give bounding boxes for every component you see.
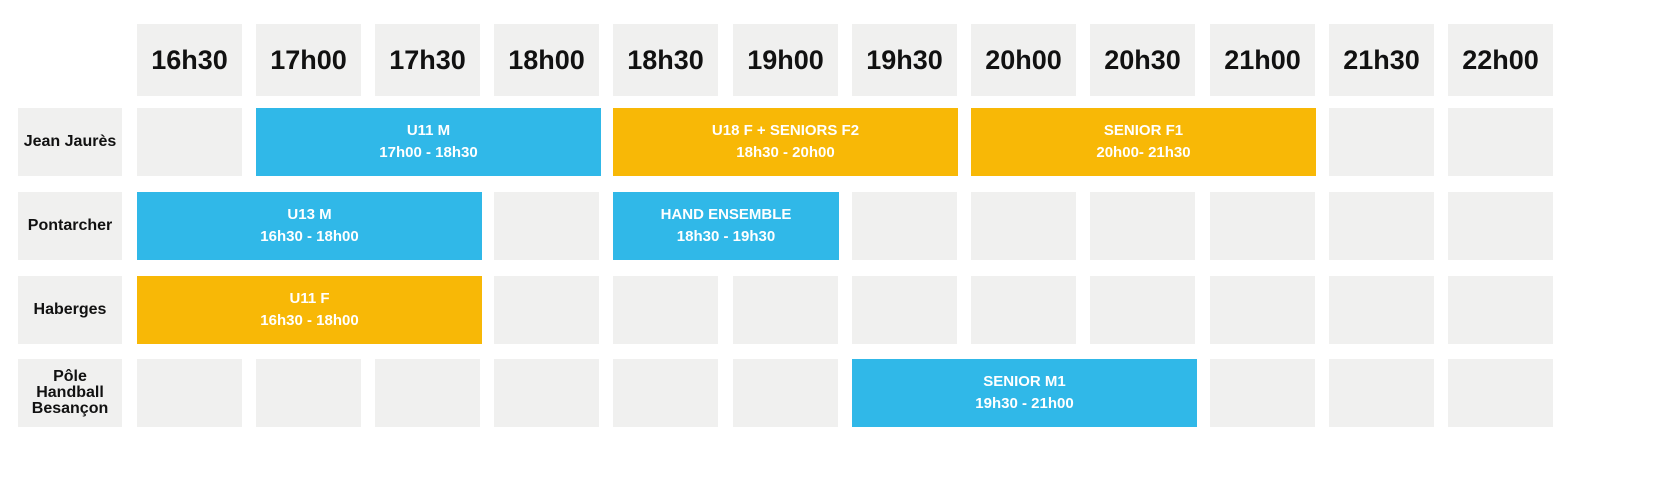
session-block: U13 M 16h30 - 18h00 (137, 192, 482, 260)
session-block: U18 F + SENIORS F2 18h30 - 20h00 (613, 108, 958, 176)
session-time: 18h30 - 19h30 (676, 228, 776, 245)
time-header: 21h00 (1210, 24, 1315, 96)
venue-label: Pôle Handball Besançon (18, 359, 122, 427)
empty-slot (971, 192, 1076, 260)
session-time: 20h00- 21h30 (1096, 144, 1191, 161)
session-title: U11 M (406, 122, 451, 139)
empty-slot (494, 359, 599, 427)
session-title: U13 M (287, 206, 332, 223)
empty-slot (1210, 359, 1315, 427)
empty-slot (733, 276, 838, 344)
empty-slot (1090, 276, 1195, 344)
venue-label: Jean Jaurès (18, 108, 122, 176)
session-block: HAND ENSEMBLE 18h30 - 19h30 (613, 192, 839, 260)
time-header: 19h00 (733, 24, 838, 96)
empty-slot (1448, 108, 1553, 176)
empty-slot (256, 359, 361, 427)
time-header: 22h00 (1448, 24, 1553, 96)
empty-slot (1329, 276, 1434, 344)
session-time: 18h30 - 20h00 (736, 144, 835, 161)
empty-slot (1448, 359, 1553, 427)
session-block: SENIOR M1 19h30 - 21h00 (852, 359, 1197, 427)
venue-label: Haberges (18, 276, 122, 344)
time-header: 18h00 (494, 24, 599, 96)
empty-slot (1210, 192, 1315, 260)
empty-slot (1448, 192, 1553, 260)
empty-slot (375, 359, 480, 427)
session-time: 17h00 - 18h30 (379, 144, 478, 161)
empty-slot (1448, 276, 1553, 344)
empty-slot (1210, 276, 1315, 344)
empty-slot (494, 192, 599, 260)
session-block: U11 F 16h30 - 18h00 (137, 276, 482, 344)
session-time: 16h30 - 18h00 (260, 312, 359, 329)
time-header: 20h00 (971, 24, 1076, 96)
time-header: 20h30 (1090, 24, 1195, 96)
session-title: SENIOR M1 (983, 373, 1066, 390)
empty-slot (137, 108, 242, 176)
time-header: 17h30 (375, 24, 480, 96)
session-time: 16h30 - 18h00 (260, 228, 359, 245)
empty-slot (852, 192, 957, 260)
session-title: HAND ENSEMBLE (660, 206, 792, 223)
session-title: U18 F + SENIORS F2 (711, 122, 860, 139)
session-block: SENIOR F1 20h00- 21h30 (971, 108, 1316, 176)
empty-slot (613, 359, 718, 427)
session-time: 19h30 - 21h00 (975, 395, 1074, 412)
session-block: U11 M 17h00 - 18h30 (256, 108, 601, 176)
time-header: 21h30 (1329, 24, 1434, 96)
empty-slot (733, 359, 838, 427)
session-title: SENIOR F1 (1103, 122, 1184, 139)
venue-label: Pontarcher (18, 192, 122, 260)
time-header: 16h30 (137, 24, 242, 96)
empty-slot (613, 276, 718, 344)
empty-slot (1329, 192, 1434, 260)
empty-slot (1329, 359, 1434, 427)
empty-slot (137, 359, 242, 427)
session-title: U11 F (289, 290, 330, 307)
time-header: 18h30 (613, 24, 718, 96)
empty-slot (1329, 108, 1434, 176)
time-header: 17h00 (256, 24, 361, 96)
empty-slot (852, 276, 957, 344)
empty-slot (1090, 192, 1195, 260)
empty-slot (971, 276, 1076, 344)
time-header: 19h30 (852, 24, 957, 96)
empty-slot (494, 276, 599, 344)
